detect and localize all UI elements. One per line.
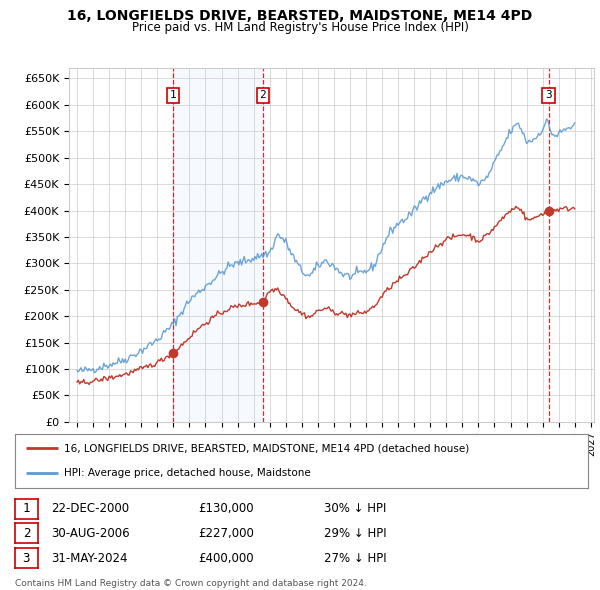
Text: 29% ↓ HPI: 29% ↓ HPI — [324, 527, 386, 540]
Text: 16, LONGFIELDS DRIVE, BEARSTED, MAIDSTONE, ME14 4PD: 16, LONGFIELDS DRIVE, BEARSTED, MAIDSTON… — [67, 9, 533, 23]
Bar — [551, 68, 591, 422]
Text: £130,000: £130,000 — [198, 502, 254, 515]
Text: 27% ↓ HPI: 27% ↓ HPI — [324, 552, 386, 565]
Text: Contains HM Land Registry data © Crown copyright and database right 2024.
This d: Contains HM Land Registry data © Crown c… — [15, 579, 367, 590]
Text: 22-DEC-2000: 22-DEC-2000 — [51, 502, 129, 515]
Text: 3: 3 — [23, 552, 30, 565]
Text: 16, LONGFIELDS DRIVE, BEARSTED, MAIDSTONE, ME14 4PD (detached house): 16, LONGFIELDS DRIVE, BEARSTED, MAIDSTON… — [64, 443, 469, 453]
Text: 31-MAY-2024: 31-MAY-2024 — [51, 552, 128, 565]
Text: 3: 3 — [545, 90, 552, 100]
Text: 30% ↓ HPI: 30% ↓ HPI — [324, 502, 386, 515]
Text: Price paid vs. HM Land Registry's House Price Index (HPI): Price paid vs. HM Land Registry's House … — [131, 21, 469, 34]
Text: 2: 2 — [23, 527, 30, 540]
Text: £400,000: £400,000 — [198, 552, 254, 565]
Bar — [551, 68, 591, 422]
Text: 2: 2 — [260, 90, 266, 100]
Text: HPI: Average price, detached house, Maidstone: HPI: Average price, detached house, Maid… — [64, 468, 310, 478]
Text: 1: 1 — [23, 502, 30, 515]
Text: 1: 1 — [169, 90, 176, 100]
Text: £227,000: £227,000 — [198, 527, 254, 540]
Bar — [173, 68, 263, 422]
Text: 30-AUG-2006: 30-AUG-2006 — [51, 527, 130, 540]
